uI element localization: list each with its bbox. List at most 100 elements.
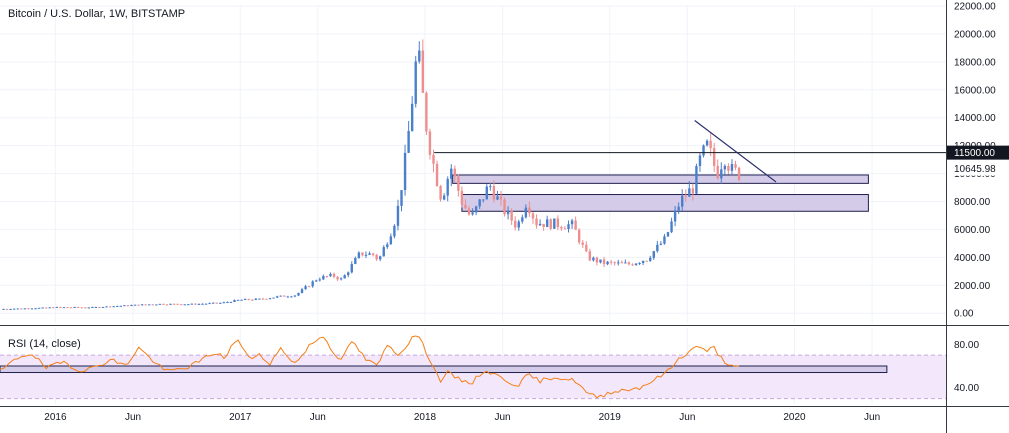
candle-body	[730, 164, 734, 171]
candle-body	[23, 308, 27, 310]
candle-body	[567, 224, 570, 229]
candle-body	[474, 206, 478, 213]
candle-body	[609, 261, 613, 263]
candle-body	[517, 221, 520, 228]
candle-body	[681, 195, 684, 207]
candle-body	[695, 166, 698, 194]
candle-body	[368, 253, 371, 255]
candle-body	[325, 276, 329, 278]
candle-body	[105, 306, 108, 308]
candle-body	[716, 165, 719, 179]
time-tick-label: 2019	[599, 412, 622, 423]
price-line-label: 11500.00	[954, 148, 995, 159]
candle-body	[140, 304, 144, 306]
candle-body	[656, 244, 659, 252]
candle-body	[80, 307, 83, 309]
rsi-band	[0, 355, 946, 399]
candle-body	[354, 258, 357, 264]
candle-body	[76, 306, 80, 308]
candle-body	[34, 308, 37, 310]
candle-body	[87, 307, 91, 309]
candle-body	[133, 304, 137, 306]
candle-body	[389, 236, 393, 245]
candle-body	[119, 305, 123, 307]
candle-body	[450, 168, 453, 179]
candle-body	[521, 217, 524, 222]
candle-body	[73, 306, 76, 308]
candle-body	[524, 207, 528, 218]
candle-body	[666, 232, 670, 237]
candle-body	[20, 308, 23, 310]
candle-body	[48, 307, 51, 309]
candle-body	[382, 247, 385, 257]
candle-body	[663, 236, 666, 244]
candle-body	[311, 281, 314, 287]
candle-body	[620, 262, 624, 264]
candle-body	[62, 307, 66, 309]
candle-body	[556, 218, 560, 228]
candle-body	[428, 131, 432, 155]
candle-body	[151, 304, 154, 306]
candle-body	[602, 259, 606, 265]
candle-body	[613, 262, 616, 264]
candle-body	[727, 165, 730, 171]
candle-body	[187, 304, 190, 306]
candle-body	[499, 196, 503, 200]
price-tick-label: 14000.00	[954, 113, 996, 124]
candle-body	[172, 303, 176, 305]
candle-body	[226, 302, 229, 304]
candle-body	[275, 296, 279, 298]
candle-body	[720, 169, 723, 179]
candle-body	[329, 273, 332, 277]
candle-body	[634, 263, 638, 266]
candle-body	[279, 295, 282, 297]
candle-body	[208, 303, 211, 305]
candle-body	[549, 219, 552, 229]
candle-body	[560, 227, 563, 229]
candle-body	[233, 300, 236, 302]
candle-body	[126, 305, 130, 307]
candle-body	[69, 307, 73, 309]
candle-body	[322, 276, 325, 280]
rsi-band-layer	[0, 354, 946, 400]
candle-body	[723, 165, 727, 170]
candle-body	[688, 188, 691, 197]
rsi-label: RSI (14, close)	[8, 338, 81, 350]
candle-body	[645, 260, 648, 262]
time-tick-label: Jun	[125, 412, 141, 423]
candle-body	[712, 148, 716, 166]
candle-body	[315, 280, 318, 282]
time-tick-label: Jun	[310, 412, 326, 423]
candle-body	[265, 298, 268, 300]
candle-body	[2, 308, 5, 310]
candle-body	[251, 299, 254, 301]
candle-body	[41, 307, 44, 309]
time-tick-label: Jun	[679, 412, 695, 423]
candle-body	[144, 304, 147, 306]
candle-body	[286, 296, 290, 298]
candle-body	[261, 298, 265, 300]
last-price-label-bg	[947, 161, 1009, 176]
candle-body	[304, 286, 307, 290]
zone-layer	[452, 174, 869, 212]
chart-title: Bitcoin / U.S. Dollar, 1W, BITSTAMP	[8, 8, 185, 20]
candle-body	[215, 302, 218, 304]
candle-body	[222, 302, 226, 304]
candle-body	[44, 307, 48, 309]
candle-body	[453, 168, 457, 177]
candle-body	[16, 308, 19, 310]
candle-body	[457, 176, 460, 191]
candle-body	[599, 259, 602, 263]
candle-body	[577, 229, 581, 243]
candle-body	[13, 308, 16, 310]
candle-body	[649, 257, 652, 261]
candle-body	[293, 295, 297, 297]
candle-body	[563, 228, 567, 230]
candle-body	[375, 254, 378, 260]
price-tick-label: 22000.00	[954, 2, 996, 13]
candle-body	[364, 254, 368, 256]
price-tick-label: 4000.00	[954, 253, 991, 264]
time-tick-label: Jun	[495, 412, 511, 423]
